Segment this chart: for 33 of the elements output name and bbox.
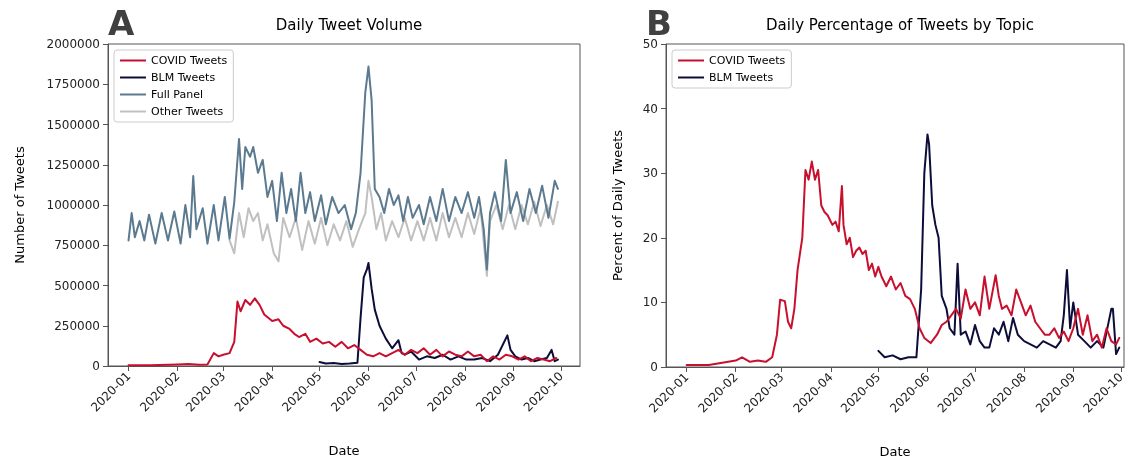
legend-label: COVID Tweets (709, 54, 786, 67)
y-tick-label: 30 (642, 166, 658, 181)
line-series (228, 179, 559, 277)
line-series (127, 297, 558, 367)
chart-title: Daily Tweet Volume (275, 15, 423, 34)
y-tick-label: 1250000 (46, 157, 100, 172)
y-axis-title: Percent of Daily Tweets (610, 129, 625, 282)
legend-label: Full Panel (151, 88, 203, 101)
y-tick-label: 10 (642, 295, 658, 310)
y-tick-label: 1500000 (46, 117, 100, 132)
text: A (108, 3, 135, 43)
y-tick-label: 250000 (54, 318, 100, 333)
y-tick-label: 500000 (54, 278, 100, 293)
y-tick-label: 2000000 (46, 37, 100, 51)
line-series (127, 65, 559, 271)
chart-title: Daily Percentage of Tweets by Topic (766, 15, 1034, 34)
line-series (877, 133, 1121, 361)
y-tick-label: 1000000 (46, 198, 100, 212)
legend-label: COVID Tweets (151, 54, 228, 67)
line-series (685, 160, 1121, 367)
y-tick-label: 40 (642, 101, 658, 116)
legend-label: Other Tweets (151, 105, 224, 118)
y-tick-label: 1750000 (46, 77, 100, 92)
x-axis-title: Date (328, 443, 360, 458)
x-axis-title: Date (879, 444, 911, 459)
y-axis-title: Number of Tweets (12, 146, 27, 264)
y-tick-label: 0 (92, 359, 100, 373)
y-tick-label: 750000 (54, 238, 100, 253)
y-tick-label: 20 (642, 230, 658, 245)
y-tick-label: 0 (650, 360, 658, 374)
legend-label: BLM Tweets (709, 71, 774, 84)
line-series (318, 261, 559, 366)
legend-label: BLM Tweets (151, 71, 216, 84)
